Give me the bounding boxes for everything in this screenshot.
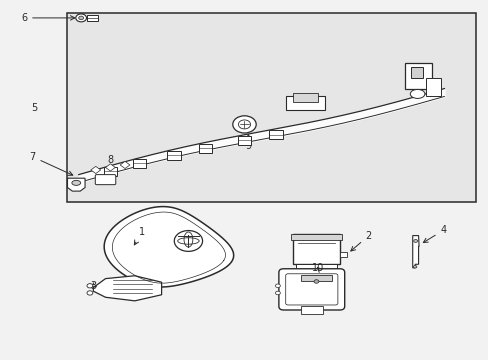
- Bar: [301, 306, 322, 314]
- Bar: [198, 144, 212, 153]
- Ellipse shape: [87, 291, 93, 295]
- Text: 9: 9: [245, 134, 251, 151]
- Polygon shape: [93, 276, 161, 301]
- Bar: [87, 15, 98, 21]
- Ellipse shape: [275, 291, 280, 295]
- Bar: [133, 159, 146, 168]
- Bar: [410, 67, 423, 78]
- Text: 3: 3: [90, 281, 96, 291]
- FancyBboxPatch shape: [278, 269, 344, 310]
- Ellipse shape: [275, 284, 280, 288]
- Bar: [339, 252, 346, 257]
- Bar: [300, 275, 331, 282]
- Ellipse shape: [413, 239, 417, 242]
- Bar: [103, 167, 117, 176]
- Bar: [290, 234, 341, 240]
- Ellipse shape: [76, 14, 86, 22]
- Bar: [237, 136, 251, 145]
- Ellipse shape: [79, 16, 83, 20]
- Ellipse shape: [72, 180, 81, 185]
- Polygon shape: [120, 161, 130, 168]
- Bar: [425, 78, 440, 96]
- FancyBboxPatch shape: [95, 175, 116, 185]
- Polygon shape: [104, 207, 233, 287]
- Text: 8: 8: [105, 155, 113, 180]
- Bar: [166, 151, 180, 160]
- Polygon shape: [67, 178, 85, 191]
- Bar: [285, 96, 325, 110]
- Text: 1: 1: [134, 227, 145, 245]
- Ellipse shape: [238, 120, 250, 129]
- Text: 4: 4: [423, 225, 446, 243]
- Text: 10: 10: [311, 263, 323, 273]
- Bar: [295, 264, 336, 276]
- Text: 5: 5: [31, 103, 37, 113]
- Text: 2: 2: [350, 231, 371, 251]
- Bar: [293, 93, 317, 102]
- Polygon shape: [91, 166, 101, 174]
- Ellipse shape: [313, 280, 318, 283]
- Ellipse shape: [409, 89, 424, 98]
- Polygon shape: [105, 164, 115, 171]
- Ellipse shape: [87, 284, 93, 288]
- Text: 7: 7: [29, 152, 73, 175]
- Text: 6: 6: [21, 13, 75, 23]
- Polygon shape: [412, 235, 418, 268]
- Ellipse shape: [232, 116, 256, 133]
- Bar: [269, 130, 283, 139]
- Bar: [405, 63, 431, 89]
- Ellipse shape: [413, 266, 416, 268]
- Bar: [293, 234, 339, 264]
- Bar: [66, 13, 475, 202]
- Ellipse shape: [174, 230, 202, 251]
